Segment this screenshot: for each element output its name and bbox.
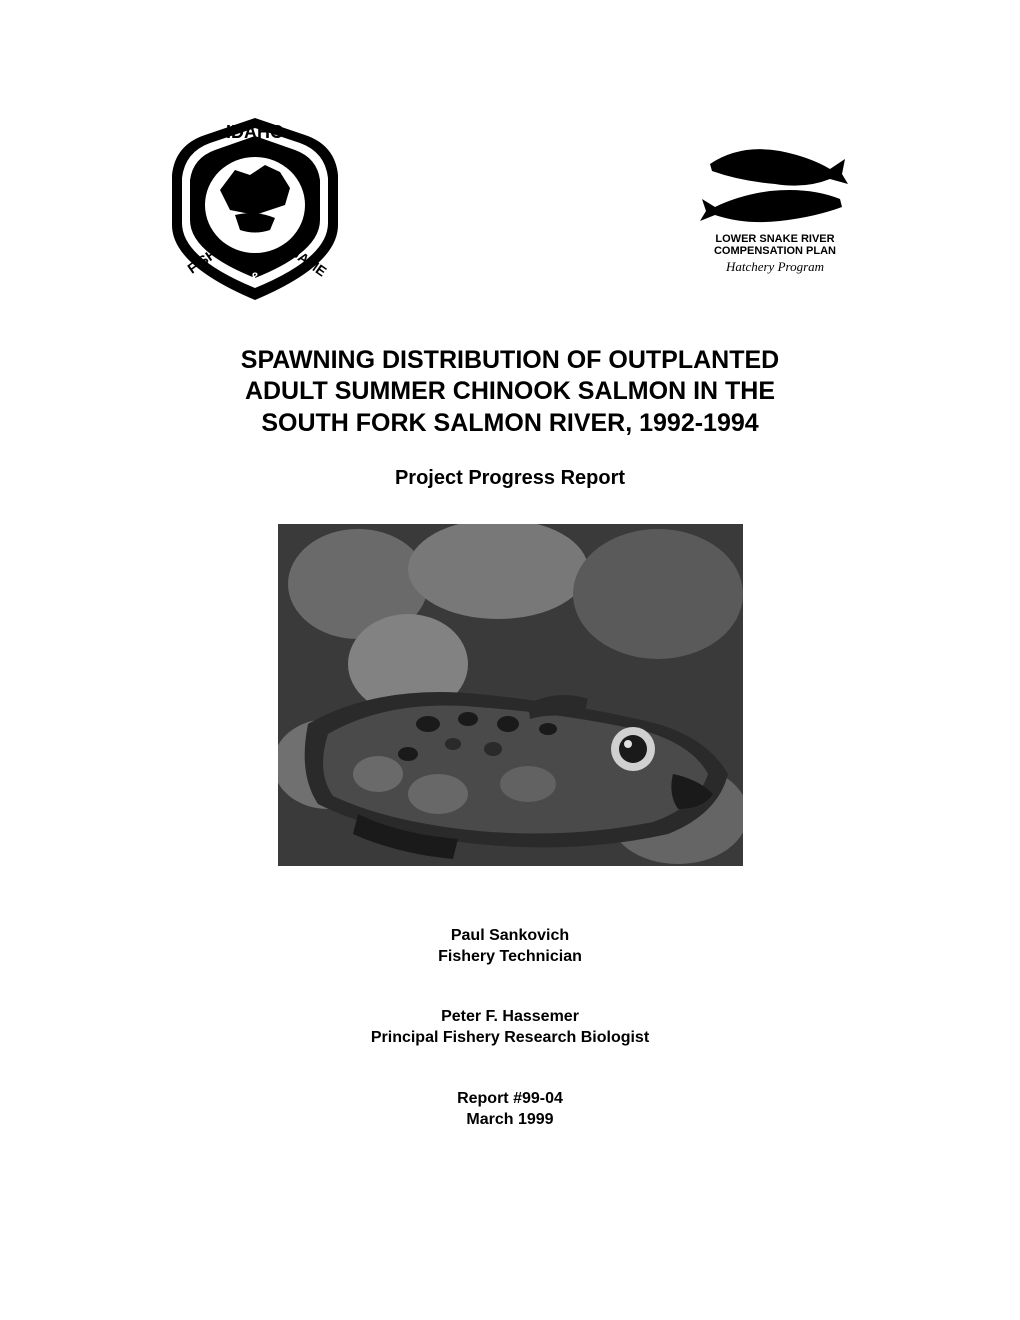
report-number: Report #99-04	[130, 1089, 890, 1110]
author-block-1: Paul Sankovich Fishery Technician	[130, 926, 890, 968]
salmon-pair-icon	[700, 139, 850, 229]
author-1-title: Fishery Technician	[130, 947, 890, 968]
document-title: SPAWNING DISTRIBUTION OF OUTPLANTED ADUL…	[130, 345, 890, 439]
idaho-fish-game-logo: IDAHO FISH GAME &	[160, 110, 350, 305]
report-info: Report #99-04 March 1999	[130, 1089, 890, 1131]
report-date: March 1999	[130, 1110, 890, 1131]
author-2-name: Peter F. Hassemer	[130, 1007, 890, 1028]
salmon-photo	[278, 524, 743, 866]
author-block-2: Peter F. Hassemer Principal Fishery Rese…	[130, 1007, 890, 1049]
logos-row: IDAHO FISH GAME & LOWER SNAKE RIVER COMP…	[130, 110, 890, 305]
author-1-name: Paul Sankovich	[130, 926, 890, 947]
svg-text:IDAHO: IDAHO	[226, 122, 284, 142]
title-line-3: SOUTH FORK SALMON RIVER, 1992-1994	[130, 408, 890, 439]
logo-right-script: Hatchery Program	[726, 259, 824, 275]
logo-right-line1: LOWER SNAKE RIVER	[715, 233, 834, 245]
logo-right-line2: COMPENSATION PLAN	[714, 245, 836, 257]
title-line-2: ADULT SUMMER CHINOOK SALMON IN THE	[130, 376, 890, 407]
svg-text:&: &	[250, 269, 260, 285]
salmon-photo-image	[278, 524, 743, 866]
shield-logo-icon: IDAHO FISH GAME &	[160, 110, 350, 305]
document-subtitle: Project Progress Report	[130, 467, 890, 490]
author-2-title: Principal Fishery Research Biologist	[130, 1028, 890, 1049]
photo-container	[130, 524, 890, 866]
title-line-1: SPAWNING DISTRIBUTION OF OUTPLANTED	[130, 345, 890, 376]
lower-snake-river-logo: LOWER SNAKE RIVER COMPENSATION PLAN Hatc…	[690, 110, 860, 275]
